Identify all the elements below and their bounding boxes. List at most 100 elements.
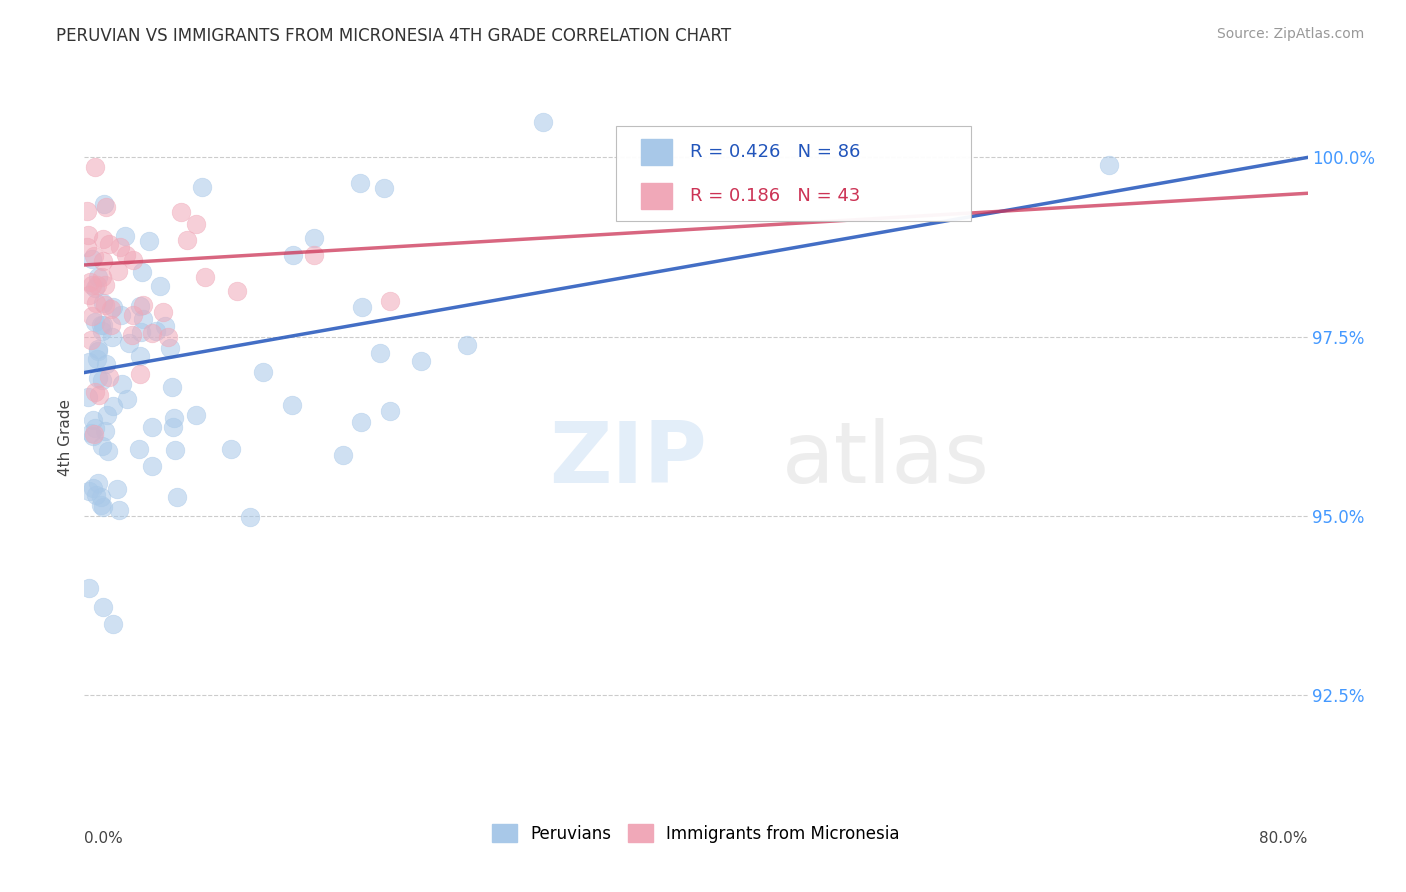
Point	[280, 398, 302, 412]
Point	[90, 498, 112, 512]
Point	[80, 333, 103, 347]
Point	[94, 357, 117, 371]
Point	[80, 309, 103, 323]
Legend: Peruvians, Immigrants from Micronesia: Peruvians, Immigrants from Micronesia	[485, 818, 907, 849]
Point	[91, 599, 114, 614]
Text: PERUVIAN VS IMMIGRANTS FROM MICRONESIA 4TH GRADE CORRELATION CHART: PERUVIAN VS IMMIGRANTS FROM MICRONESIA 4…	[56, 27, 731, 45]
Point	[83, 384, 105, 399]
Point	[90, 318, 112, 332]
Point	[219, 442, 242, 456]
Point	[162, 420, 184, 434]
Point	[82, 277, 104, 292]
Point	[226, 285, 249, 299]
Point	[368, 346, 391, 360]
Text: 80.0%: 80.0%	[1260, 831, 1308, 846]
Point	[77, 288, 100, 302]
Point	[103, 616, 125, 631]
Point	[302, 231, 325, 245]
Point	[121, 327, 143, 342]
Point	[128, 367, 150, 381]
Point	[97, 236, 120, 251]
Point	[80, 426, 103, 441]
Point	[184, 217, 207, 231]
Point	[163, 442, 186, 457]
Point	[132, 298, 155, 312]
Point	[87, 344, 110, 359]
Text: ZIP: ZIP	[550, 417, 707, 500]
Point	[83, 160, 105, 174]
Point	[373, 181, 395, 195]
Point	[380, 404, 402, 418]
Point	[77, 484, 100, 499]
Point	[163, 411, 186, 425]
Point	[138, 234, 160, 248]
Point	[91, 253, 114, 268]
Point	[91, 296, 114, 310]
Point	[82, 429, 104, 443]
Point	[159, 342, 181, 356]
Point	[91, 318, 114, 332]
Point	[96, 408, 118, 422]
Point	[91, 232, 114, 246]
Point	[94, 298, 117, 312]
Point	[190, 180, 212, 194]
Point	[94, 278, 117, 293]
Point	[160, 380, 183, 394]
Point	[97, 444, 120, 458]
Point	[91, 439, 114, 453]
Point	[82, 482, 104, 496]
Point	[283, 248, 305, 262]
Point	[107, 264, 129, 278]
Point	[101, 330, 124, 344]
Point	[87, 388, 110, 402]
Point	[141, 458, 163, 473]
Point	[83, 249, 105, 263]
Point	[82, 413, 104, 427]
Point	[332, 448, 354, 462]
Point	[98, 370, 121, 384]
Point	[93, 500, 115, 514]
Point	[105, 482, 128, 496]
Point	[117, 392, 139, 406]
Point	[84, 296, 107, 310]
Point	[380, 293, 402, 308]
Point	[118, 336, 141, 351]
Point	[77, 355, 100, 369]
Point	[90, 490, 112, 504]
Point	[108, 240, 131, 254]
FancyBboxPatch shape	[616, 126, 972, 221]
Point	[456, 338, 478, 352]
Point	[239, 510, 262, 524]
Point	[349, 177, 371, 191]
Point	[90, 373, 112, 387]
Point	[93, 197, 115, 211]
Point	[129, 325, 152, 339]
Point	[194, 269, 217, 284]
Point	[110, 308, 132, 322]
Point	[84, 487, 107, 501]
Point	[128, 442, 150, 456]
Point	[101, 301, 124, 315]
Point	[176, 234, 198, 248]
Text: R = 0.186   N = 43: R = 0.186 N = 43	[690, 186, 860, 204]
Point	[90, 324, 112, 338]
Point	[128, 349, 150, 363]
Point	[82, 252, 104, 266]
Point	[101, 399, 124, 413]
Point	[83, 421, 105, 435]
Point	[111, 376, 134, 391]
Point	[149, 279, 172, 293]
Point	[1098, 158, 1121, 172]
Point	[153, 319, 176, 334]
Point	[302, 248, 325, 262]
Point	[141, 326, 163, 340]
Point	[77, 228, 100, 243]
Text: R = 0.426   N = 86: R = 0.426 N = 86	[690, 143, 860, 161]
Point	[96, 200, 118, 214]
Point	[77, 390, 100, 404]
Text: 0.0%: 0.0%	[84, 831, 124, 846]
Bar	[641, 183, 672, 209]
Point	[121, 308, 143, 322]
Point	[79, 276, 101, 290]
Point	[152, 305, 174, 319]
